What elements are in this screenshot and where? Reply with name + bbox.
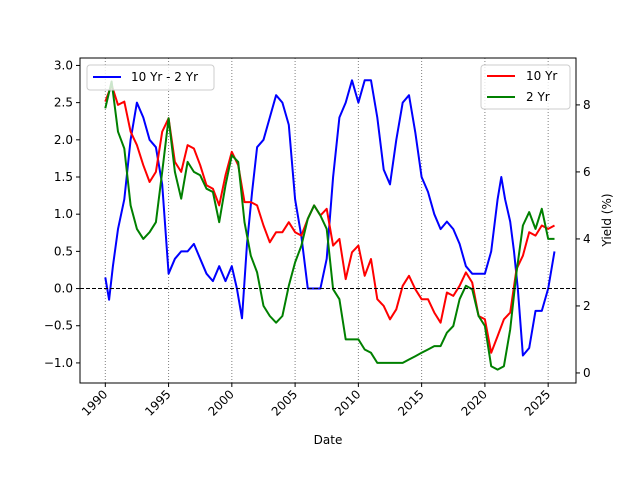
y-left-tick-label: 0.0 <box>54 282 73 296</box>
legend-label-10yr: 10 Yr <box>526 69 557 83</box>
y-axis-right-ticks: 0 2 4 6 8 <box>576 98 591 380</box>
y-axis-right-label: Yield (%) <box>600 193 614 247</box>
y-left-tick-label: 1.0 <box>54 207 73 221</box>
y-left-tick-label: 2.5 <box>54 96 73 110</box>
series-lines <box>104 79 556 371</box>
plot-frame <box>79 57 577 384</box>
y-axis-left-ticks: −1.0 −0.5 0.0 0.5 1.0 1.5 2.0 2.5 3.0 <box>44 58 80 370</box>
y-left-tick-label: 3.0 <box>54 58 73 72</box>
y-left-tick-label: 0.5 <box>54 244 73 258</box>
y-left-tick-label: 1.5 <box>54 170 73 184</box>
legend-left: 10 Yr - 2 Yr <box>86 64 215 91</box>
y-left-tick-label: 2.0 <box>54 133 73 147</box>
legend-label-2yr: 2 Yr <box>526 90 550 104</box>
y-right-tick-label: 6 <box>583 165 591 179</box>
legend-left-box <box>86 64 215 91</box>
y-left-tick-label: −0.5 <box>44 319 73 333</box>
y-right-tick-label: 2 <box>583 299 591 313</box>
series-line-spread <box>104 79 556 357</box>
y-right-tick-label: 4 <box>583 232 591 246</box>
legend-right: 10 Yr 2 Yr <box>480 64 571 110</box>
y-right-tick-label: 0 <box>583 366 591 380</box>
y-right-tick-label: 8 <box>583 98 591 112</box>
series-line-2yr <box>104 80 555 371</box>
y-left-tick-label: −1.0 <box>44 356 73 370</box>
x-axis-label: Date <box>314 433 343 447</box>
legend-label-spread: 10 Yr - 2 Yr <box>131 70 198 84</box>
